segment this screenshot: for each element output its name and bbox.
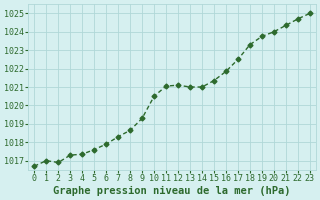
- X-axis label: Graphe pression niveau de la mer (hPa): Graphe pression niveau de la mer (hPa): [53, 186, 291, 196]
